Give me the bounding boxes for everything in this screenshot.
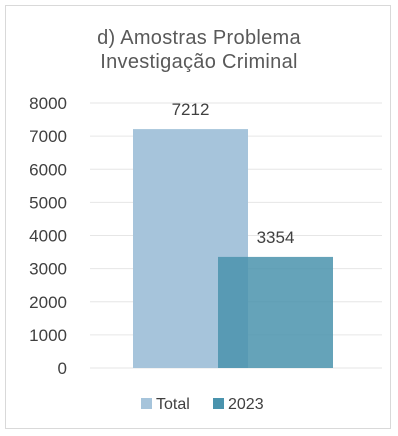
y-tick-label: 7000 <box>29 127 67 146</box>
y-tick-label: 4000 <box>29 227 67 246</box>
legend-label-2023: 2023 <box>228 396 264 413</box>
chart-title: d) Amostras Problema Investigação Crimin… <box>6 26 392 74</box>
y-tick-label: 2000 <box>29 293 67 312</box>
y-tick-label: 3000 <box>29 260 67 279</box>
y-tick-label: 1000 <box>29 326 67 345</box>
legend-swatch-total <box>141 398 152 409</box>
chart-title-line-2: Investigação Criminal <box>100 51 298 73</box>
data-label: 7212 <box>172 100 210 119</box>
y-tick-label: 6000 <box>29 160 67 179</box>
y-tick-label: 0 <box>58 359 67 378</box>
data-label: 3354 <box>257 228 295 247</box>
y-tick-label: 8000 <box>29 94 67 113</box>
chart-title-line-1: d) Amostras Problema <box>97 27 301 49</box>
bar-2023 <box>218 256 333 368</box>
y-tick-label: 5000 <box>29 193 67 212</box>
legend-swatch-2023 <box>213 398 224 409</box>
legend-label-total: Total <box>156 396 190 413</box>
